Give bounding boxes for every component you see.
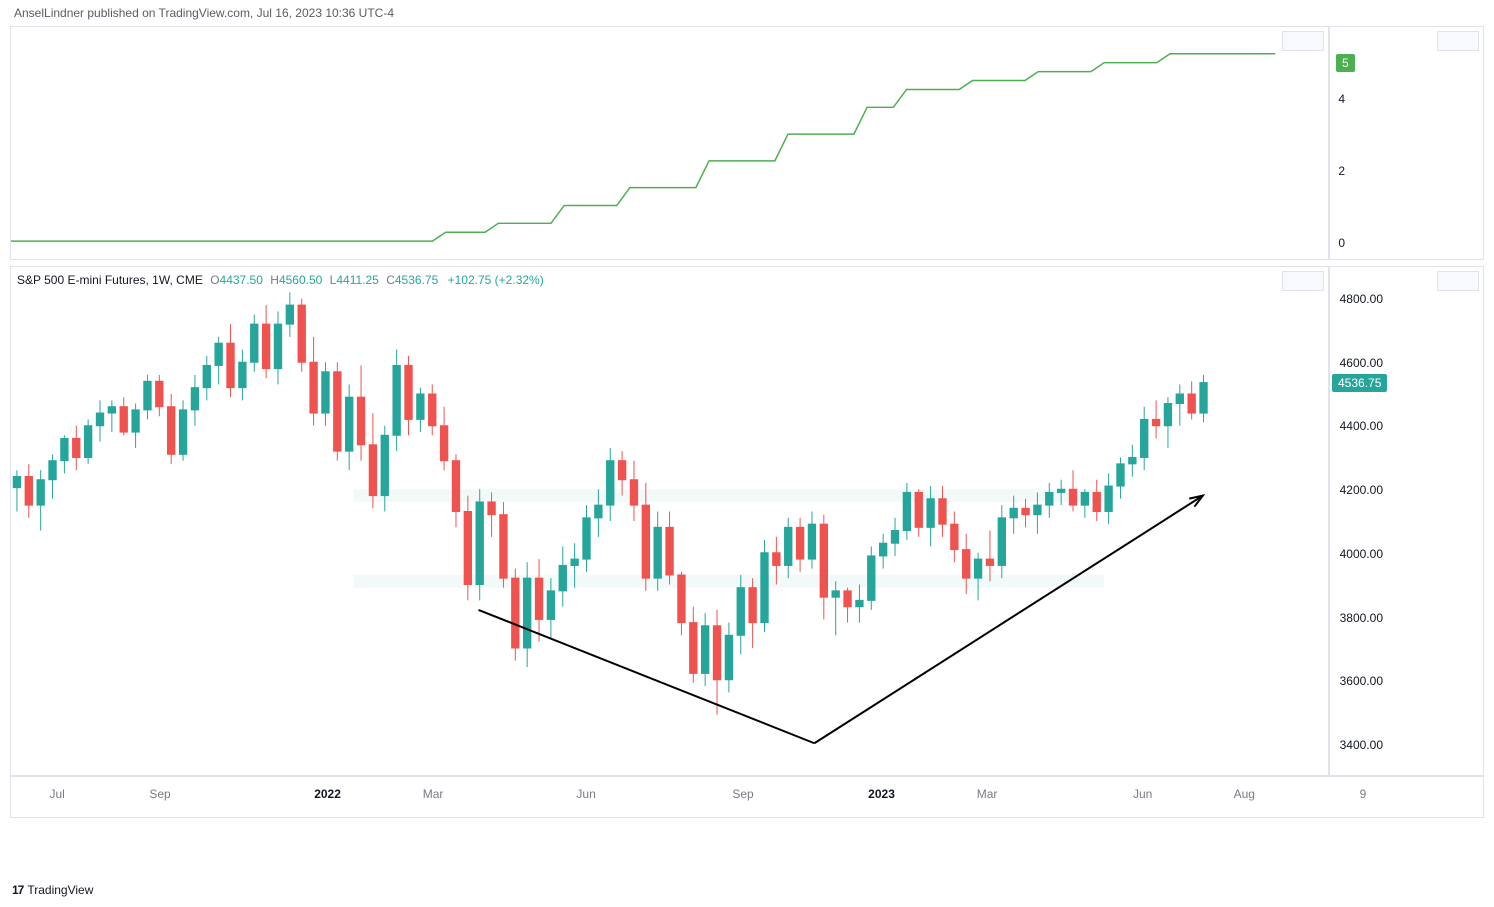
x-tick: Jun [1133, 787, 1152, 801]
time-axis[interactable]: Jul Sep 2022 Mar Jun Sep 2023 Mar Jun Aug 9 [10, 776, 1484, 818]
y-tick: 4600.00 [1340, 356, 1383, 370]
current-value-badge: 5 [1336, 54, 1355, 72]
y-tick: 4200.00 [1340, 483, 1383, 497]
axis-collapse-button[interactable] [1437, 31, 1479, 51]
y-tick: 2 [1338, 164, 1345, 178]
axis-collapse-button[interactable] [1437, 271, 1479, 291]
watermark: 17 TradingView [12, 883, 93, 897]
y-tick: 3800.00 [1340, 611, 1383, 625]
x-tick: Sep [149, 787, 170, 801]
x-tick: Aug [1234, 787, 1255, 801]
x-tick: Jun [576, 787, 595, 801]
indicator-pane[interactable] [10, 26, 1329, 260]
x-tick: Sep [732, 787, 753, 801]
x-tick: 2022 [314, 787, 341, 801]
brand-text: TradingView [27, 883, 93, 897]
y-tick: 3600.00 [1340, 674, 1383, 688]
y-tick: 4 [1338, 92, 1345, 106]
attribution-text: AnselLindner published on TradingView.co… [14, 6, 394, 20]
y-tick: 4000.00 [1340, 547, 1383, 561]
tradingview-logo-icon: 17 [12, 883, 23, 897]
y-tick: 0 [1338, 236, 1345, 250]
indicator-y-axis[interactable]: 0 2 4 5 [1329, 26, 1484, 260]
current-price-badge: 4536.75 [1332, 374, 1387, 392]
x-tick: Jul [49, 787, 64, 801]
x-tick: Mar [977, 787, 998, 801]
y-tick: 4400.00 [1340, 419, 1383, 433]
price-pane[interactable]: S&P 500 E-mini Futures, 1W, CME O4437.50… [10, 266, 1329, 776]
x-tick: Mar [423, 787, 444, 801]
x-tick: 9 [1360, 787, 1367, 801]
y-tick: 4800.00 [1340, 292, 1383, 306]
price-y-axis[interactable]: 3400.00 3600.00 3800.00 4000.00 4200.00 4400.… [1329, 266, 1484, 776]
y-tick: 3400.00 [1340, 738, 1383, 752]
x-tick: 2023 [868, 787, 895, 801]
